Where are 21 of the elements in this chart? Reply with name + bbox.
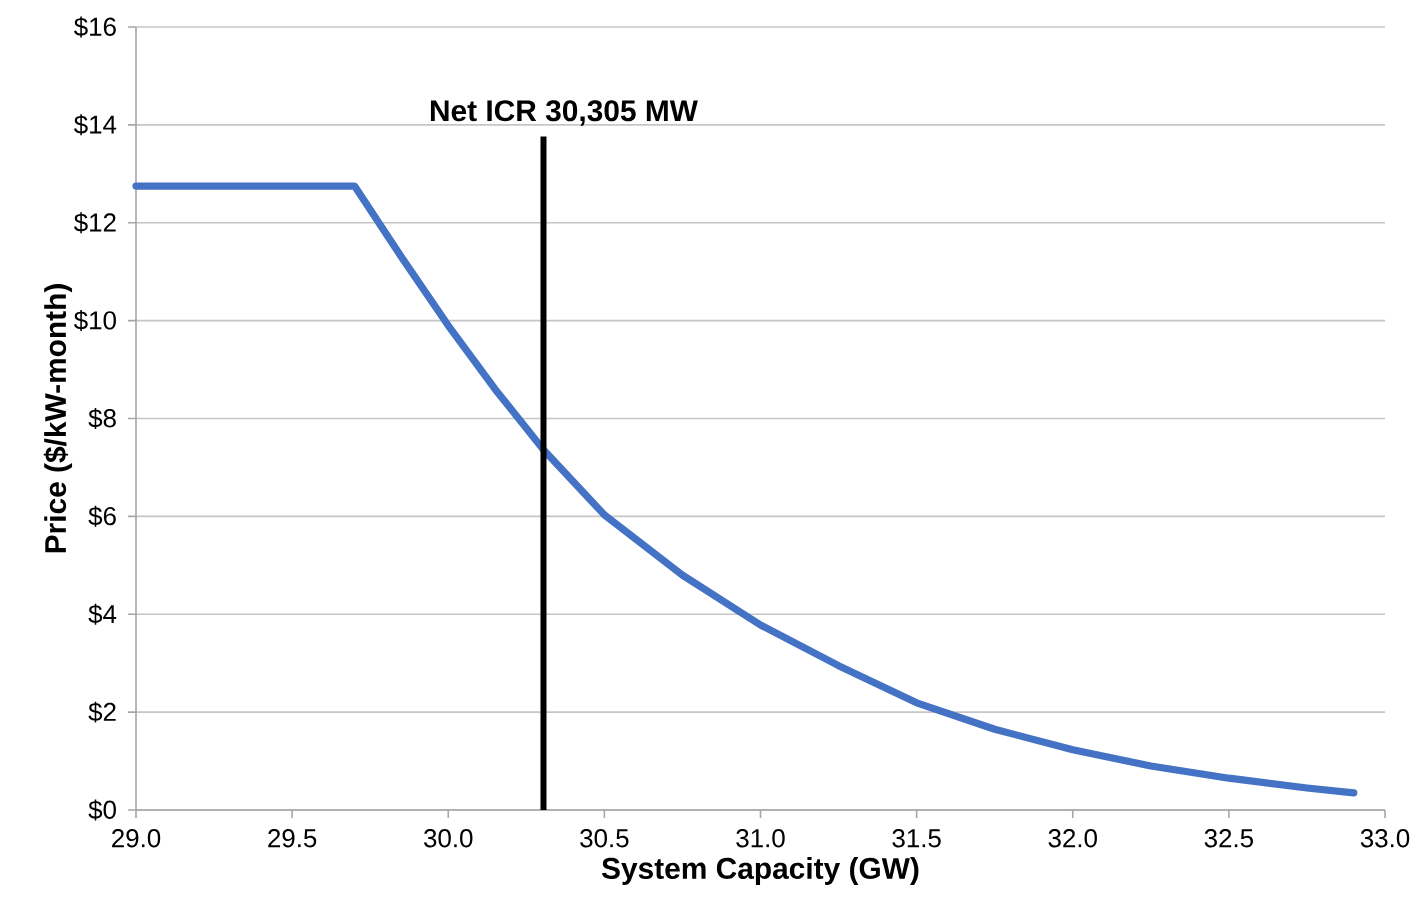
y-tick-label: $14 [74, 114, 117, 136]
x-tick-label: 31.0 [736, 829, 785, 848]
y-tick-label: $12 [74, 212, 116, 234]
y-tick-label: $4 [88, 603, 117, 625]
x-tick-label: 31.5 [892, 829, 941, 848]
y-tick-label: $10 [74, 310, 116, 332]
x-tick-label: 32.0 [1048, 829, 1097, 848]
y-tick-label: $6 [88, 505, 116, 527]
x-tick-label: 33.0 [1360, 829, 1410, 848]
x-tick-label: 30.0 [424, 829, 473, 848]
y-tick-label: $2 [88, 701, 116, 723]
x-tick-label: 32.5 [1204, 829, 1253, 848]
x-tick-label: 29.0 [112, 829, 161, 848]
y-tick-label: $16 [74, 16, 116, 38]
x-tick-label: 30.5 [580, 829, 629, 848]
ref-line-label: Net ICR 30,305 MW [430, 100, 698, 126]
y-tick-label: $0 [88, 799, 116, 821]
x-tick-label: 29.5 [268, 829, 317, 848]
x-axis-title: System Capacity (GW) [601, 857, 919, 885]
y-tick-label: $8 [88, 408, 116, 429]
y-axis-title: Price ($/kW-month) [43, 284, 73, 553]
